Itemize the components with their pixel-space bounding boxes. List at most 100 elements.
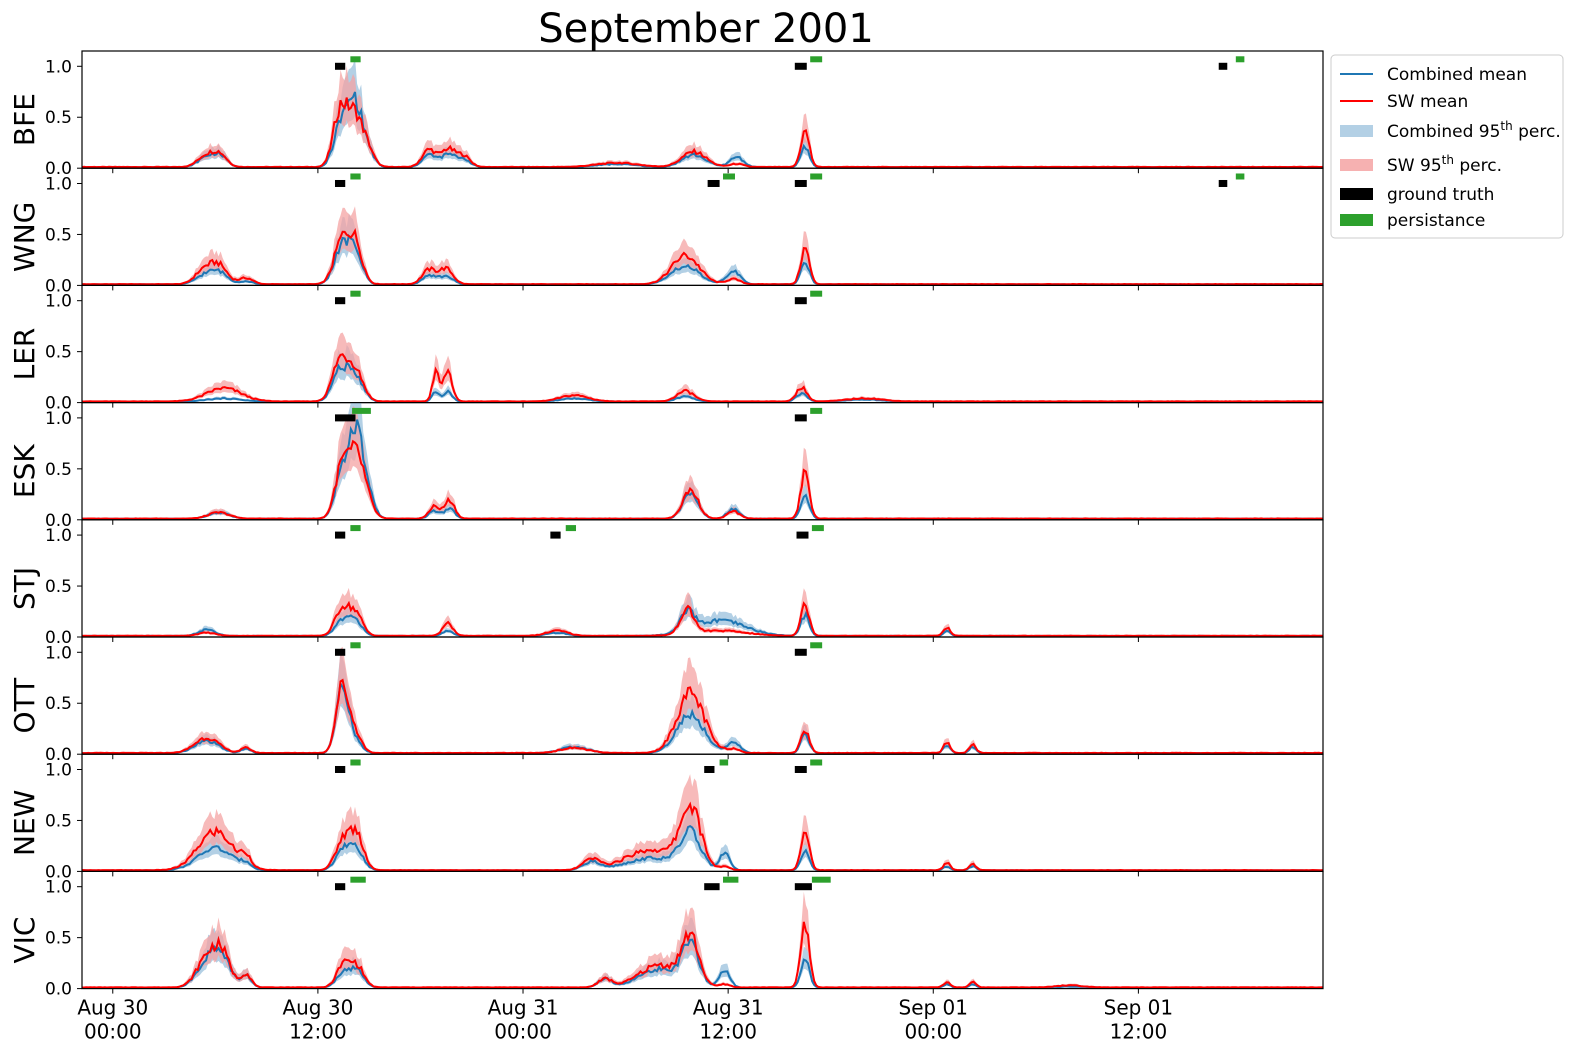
- y-tick-label: 0.0: [45, 511, 72, 531]
- persistence-bar: [811, 525, 824, 532]
- y-tick-label: 0.0: [45, 980, 72, 1000]
- persistence-bar: [719, 759, 729, 766]
- persistence-bar: [350, 759, 361, 766]
- station-label: STJ: [8, 567, 41, 610]
- ground-truth-bar: [794, 883, 812, 891]
- ground-truth-bar: [794, 414, 807, 422]
- combined-95-band: [82, 594, 1323, 637]
- combined-95-band: [82, 402, 1323, 520]
- ground-truth-bar: [1218, 62, 1228, 70]
- combined-95-band: [82, 917, 1323, 988]
- legend-label: SW 95th perc.: [1387, 153, 1502, 176]
- y-tick-label: 0.0: [45, 394, 72, 414]
- persistence-bar: [350, 173, 361, 180]
- panels: 0.00.51.0BFE0.00.51.0WNG0.00.51.0LER0.00…: [8, 50, 1324, 1000]
- chart-title: September 2001: [538, 6, 874, 52]
- ground-truth-bar: [334, 648, 346, 656]
- station-label: BFE: [8, 93, 41, 146]
- station-label: ESK: [8, 444, 41, 498]
- persistence-bar: [352, 407, 371, 414]
- ground-truth-bar: [794, 62, 807, 70]
- legend: Combined mean SW mean Combined 95th perc. S…: [1330, 54, 1564, 239]
- persistence-bar: [723, 876, 739, 883]
- ground-truth-bar: [334, 414, 356, 422]
- y-tick-label: 0.5: [45, 577, 72, 597]
- x-tick-date: Sep 01: [899, 996, 969, 1020]
- legend-label: Combined mean: [1387, 65, 1527, 85]
- legend-box: [1330, 54, 1564, 239]
- ground-truth-bar: [550, 531, 561, 539]
- combined-mean-line: [81, 360, 1323, 403]
- legend-swatch: [1340, 159, 1373, 171]
- y-tick-label: 1.0: [45, 57, 72, 77]
- y-tick-label: 1.0: [45, 878, 72, 898]
- sw-95-band: [82, 587, 1323, 637]
- y-tick-label: 0.5: [45, 694, 72, 714]
- persistence-bar: [350, 642, 361, 649]
- ground-truth-bar: [334, 883, 346, 891]
- y-tick-label: 0.0: [45, 628, 72, 648]
- ground-truth-bar: [334, 179, 346, 187]
- x-tick-time: 12:00: [699, 1020, 757, 1044]
- y-tick-label: 1.0: [45, 292, 72, 312]
- sw-95-band: [82, 774, 1323, 871]
- y-tick-label: 1.0: [45, 409, 72, 429]
- panel-stj: 0.0 0.5 1.0 STJ: [8, 519, 1324, 648]
- sw-mean-line: [82, 921, 1324, 989]
- station-label: NEW: [8, 790, 41, 856]
- ground-truth-bar: [794, 765, 807, 773]
- ground-truth-bar: [334, 531, 346, 539]
- x-tick-time: 12:00: [1110, 1020, 1168, 1044]
- ground-truth-bar: [334, 62, 346, 70]
- sw-mean-line: [81, 801, 1324, 872]
- persistence-bar: [810, 759, 823, 766]
- panel-frame: [81, 402, 1324, 521]
- combined-mean-line: [82, 419, 1324, 520]
- x-tick-date: Aug 31: [488, 996, 559, 1020]
- persistence-bar: [810, 642, 823, 649]
- panel-frame: [81, 284, 1324, 404]
- y-tick-label: 0.0: [45, 276, 72, 296]
- ground-truth-bar: [704, 883, 720, 891]
- sw-95-band: [82, 891, 1323, 988]
- x-tick-time: 00:00: [494, 1020, 552, 1044]
- persistence-bar: [350, 56, 361, 63]
- station-label: LER: [8, 328, 41, 381]
- ground-truth-bar: [707, 179, 720, 187]
- x-tick-date: Aug 30: [77, 996, 148, 1020]
- persistence-bar: [350, 876, 366, 883]
- panel-frame: [81, 50, 1324, 169]
- sw-mean-line: [81, 228, 1324, 286]
- sw-95-band: [82, 646, 1323, 754]
- sw-mean-line: [82, 439, 1324, 520]
- y-tick-label: 0.0: [45, 745, 72, 765]
- legend-swatch: [1340, 214, 1373, 226]
- persistence-bar: [565, 525, 577, 532]
- panel-frame: [81, 870, 1324, 990]
- persistence-bar: [350, 525, 361, 532]
- combined-95-band: [82, 344, 1323, 402]
- ground-truth-bar: [794, 648, 807, 656]
- y-tick-label: 0.5: [45, 811, 72, 831]
- y-tick-label: 0.5: [45, 225, 72, 245]
- y-tick-label: 0.5: [45, 929, 72, 949]
- y-tick-label: 1.0: [45, 526, 72, 546]
- x-tick-date: Aug 31: [693, 996, 764, 1020]
- station-label: OTT: [8, 677, 41, 734]
- y-tick-label: 0.5: [45, 460, 72, 480]
- station-label: VIC: [8, 917, 41, 964]
- sw-95-band: [82, 65, 1323, 168]
- ground-truth-bar: [334, 297, 346, 305]
- combined-mean-line: [81, 606, 1324, 638]
- persistence-bar: [810, 290, 823, 297]
- sw-mean-line: [81, 97, 1324, 169]
- sw-95-band: [82, 405, 1323, 520]
- sw-95-band: [82, 206, 1323, 285]
- combined-mean-line: [81, 233, 1323, 286]
